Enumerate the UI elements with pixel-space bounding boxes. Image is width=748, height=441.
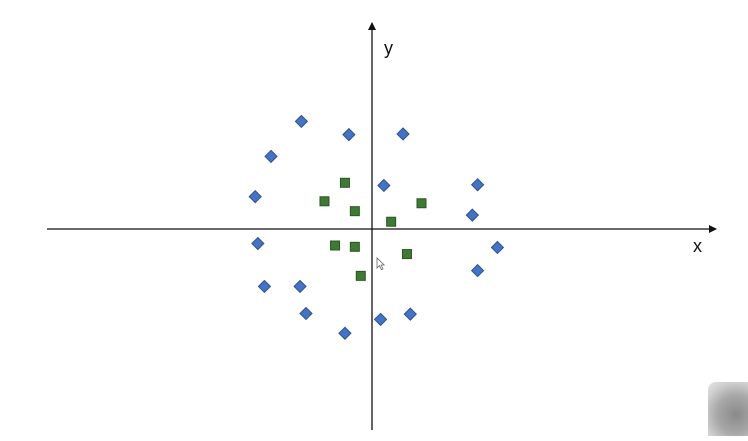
diamond-point bbox=[396, 127, 410, 141]
y-axis-label: y bbox=[384, 38, 393, 58]
diamond-point bbox=[293, 279, 307, 294]
diamond-point bbox=[294, 114, 309, 129]
diamond-point bbox=[257, 279, 272, 294]
diamond-point bbox=[338, 326, 352, 340]
mouse-cursor-icon bbox=[376, 257, 386, 271]
square-point bbox=[355, 270, 366, 281]
diamond-point bbox=[251, 236, 265, 251]
diamond-point bbox=[377, 178, 391, 193]
square-point bbox=[349, 241, 360, 252]
square-point bbox=[349, 206, 360, 217]
square-point bbox=[330, 240, 341, 251]
diamond-point bbox=[264, 149, 278, 164]
diamond-point bbox=[490, 240, 505, 255]
square-point bbox=[401, 249, 412, 260]
diamond-point bbox=[373, 312, 388, 327]
diamond-point bbox=[248, 189, 262, 204]
x-axis-label: x bbox=[693, 236, 702, 256]
square-point bbox=[386, 216, 397, 227]
corner-shadow bbox=[708, 382, 748, 436]
diamond-point bbox=[465, 208, 480, 222]
square-point bbox=[319, 196, 330, 207]
diamond-point bbox=[470, 263, 485, 278]
diamond-point bbox=[342, 127, 356, 142]
diamond-point bbox=[470, 178, 485, 192]
diamond-point bbox=[403, 307, 417, 321]
square-point bbox=[416, 198, 427, 209]
square-point bbox=[339, 177, 350, 188]
diamond-point bbox=[299, 306, 313, 321]
data-points bbox=[248, 114, 505, 340]
